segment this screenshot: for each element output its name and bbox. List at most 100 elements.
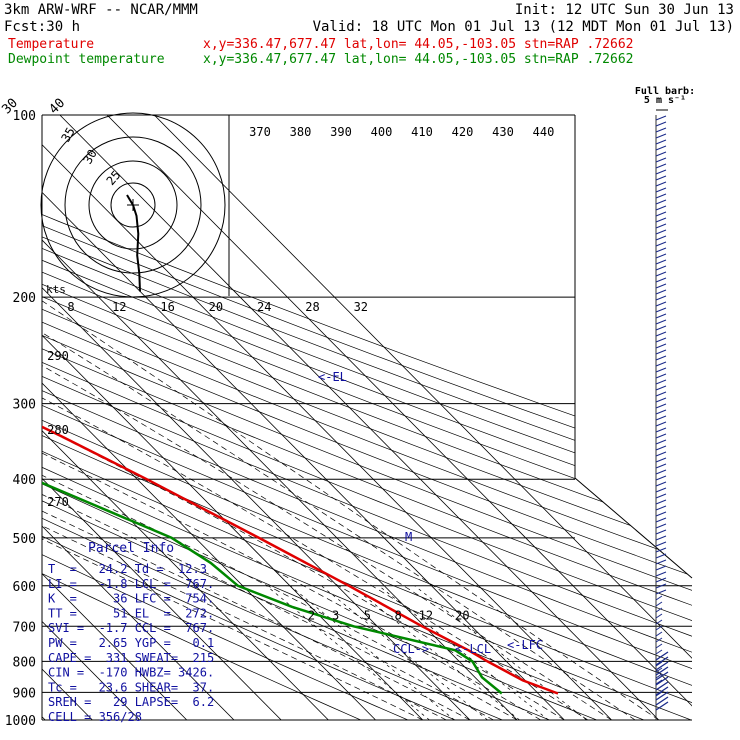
barb bbox=[655, 253, 667, 259]
parcel-row-4: SVI = -1.7 CCL = 767. bbox=[48, 621, 214, 635]
parcel-row-0: T = 24.2 Td = 12.3 bbox=[48, 562, 207, 576]
barb bbox=[655, 199, 667, 205]
barb bbox=[655, 553, 667, 559]
theta-label-290: 290 bbox=[47, 349, 69, 363]
isotherm--20 bbox=[42, 115, 376, 720]
barb-low bbox=[655, 691, 669, 701]
mixing-ratio-12 bbox=[378, 585, 549, 720]
dry-adiabat-300 bbox=[42, 115, 597, 720]
barb bbox=[655, 409, 667, 415]
barb bbox=[655, 493, 667, 499]
pressure-label-800: 800 bbox=[13, 655, 36, 670]
barb bbox=[655, 403, 667, 409]
barb bbox=[655, 229, 667, 235]
temperature-curve bbox=[42, 425, 559, 695]
barb bbox=[655, 559, 667, 565]
m-marker: M bbox=[405, 530, 412, 544]
barb bbox=[655, 193, 667, 199]
barb bbox=[655, 667, 663, 673]
barb-low bbox=[655, 651, 669, 661]
dry-adiabat-460 bbox=[42, 115, 692, 720]
parcel-row-3: TT = 51 EL = 272. bbox=[48, 606, 214, 620]
barb-low bbox=[655, 656, 669, 666]
theta-e-label-400: 400 bbox=[371, 125, 393, 139]
dry-adiabat-440 bbox=[42, 115, 692, 720]
barb-low bbox=[655, 696, 669, 706]
dry-adiabat-470 bbox=[42, 115, 692, 720]
parcel-row-6: CAPE = 331 SWEAT= 215 bbox=[48, 651, 214, 665]
barb bbox=[655, 451, 667, 457]
barb-low bbox=[655, 666, 669, 676]
barb bbox=[655, 583, 667, 589]
mixing-ratio-label-2: 2 bbox=[308, 608, 315, 622]
theta-e-label-380: 380 bbox=[290, 125, 312, 139]
upper-mr-label-24: 24 bbox=[257, 300, 271, 314]
isotherm--60 bbox=[42, 115, 188, 720]
barb bbox=[655, 469, 667, 475]
barb bbox=[655, 625, 663, 631]
barb bbox=[655, 205, 667, 211]
parcel-row-7: CIN = -170 HWBZ= 3426. bbox=[48, 666, 214, 680]
hodo-trace bbox=[126, 194, 141, 292]
dry-adiabat-280 bbox=[42, 115, 503, 720]
upper-mr-label-20: 20 bbox=[209, 300, 223, 314]
theta-e-label-370: 370 bbox=[249, 125, 271, 139]
lfc-marker: <-LFC bbox=[507, 638, 543, 652]
isotherm--10 bbox=[42, 115, 424, 720]
axis-labels: 1002003004005006007008009001000-80-70-60… bbox=[0, 96, 554, 729]
mixing-ratio-label-20: 20 bbox=[455, 608, 469, 622]
theta-e-label-420: 420 bbox=[452, 125, 474, 139]
isotherm-20 bbox=[42, 115, 565, 720]
barb bbox=[655, 367, 667, 373]
barb bbox=[655, 145, 667, 151]
barb bbox=[655, 661, 663, 667]
barb bbox=[655, 601, 663, 607]
theta-e-label-390: 390 bbox=[330, 125, 352, 139]
isotherm--30 bbox=[42, 115, 329, 720]
upper-mr-label-16: 16 bbox=[160, 300, 174, 314]
barb bbox=[655, 589, 667, 595]
barb bbox=[655, 679, 663, 685]
mixing-ratio-8 bbox=[351, 585, 520, 720]
barb bbox=[655, 439, 667, 445]
barb bbox=[655, 169, 667, 175]
barb bbox=[655, 517, 667, 523]
barb bbox=[655, 547, 667, 553]
isotherm-label: 40 bbox=[47, 96, 69, 118]
barb bbox=[655, 397, 667, 403]
barb bbox=[655, 691, 663, 697]
barb-low bbox=[655, 686, 669, 696]
temperature-location: x,y=336.47,677.47 lat,lon= 44.05,-103.05… bbox=[203, 37, 633, 52]
barb bbox=[655, 139, 667, 145]
moist-adiabat-40 bbox=[42, 296, 659, 720]
dry-adiabat-400 bbox=[42, 115, 692, 720]
barb-low bbox=[655, 676, 669, 686]
barb-low bbox=[655, 671, 669, 681]
barb bbox=[655, 631, 663, 637]
dry-adiabat-250 bbox=[42, 115, 361, 720]
barb bbox=[655, 607, 663, 613]
barb-low bbox=[655, 681, 669, 691]
dry-adiabat-380 bbox=[42, 115, 692, 720]
barb bbox=[655, 343, 667, 349]
profile-curves bbox=[42, 425, 559, 695]
barb bbox=[655, 307, 667, 313]
barb bbox=[655, 643, 663, 649]
pressure-label-700: 700 bbox=[13, 620, 36, 635]
pressure-label-400: 400 bbox=[13, 473, 36, 488]
pressure-label-200: 200 bbox=[13, 291, 36, 306]
barb bbox=[655, 355, 667, 361]
barb bbox=[655, 133, 667, 139]
dry-adiabat-270 bbox=[42, 115, 456, 720]
barb bbox=[655, 463, 667, 469]
forecast-hours: 30 h bbox=[46, 19, 80, 35]
barb bbox=[655, 577, 667, 583]
barb bbox=[655, 373, 667, 379]
barb bbox=[655, 427, 667, 433]
barb bbox=[655, 247, 667, 253]
hodo-ring bbox=[40, 112, 226, 298]
moist-adiabat--5 bbox=[42, 296, 447, 720]
mixing-ratio-label-3: 3 bbox=[332, 608, 339, 622]
